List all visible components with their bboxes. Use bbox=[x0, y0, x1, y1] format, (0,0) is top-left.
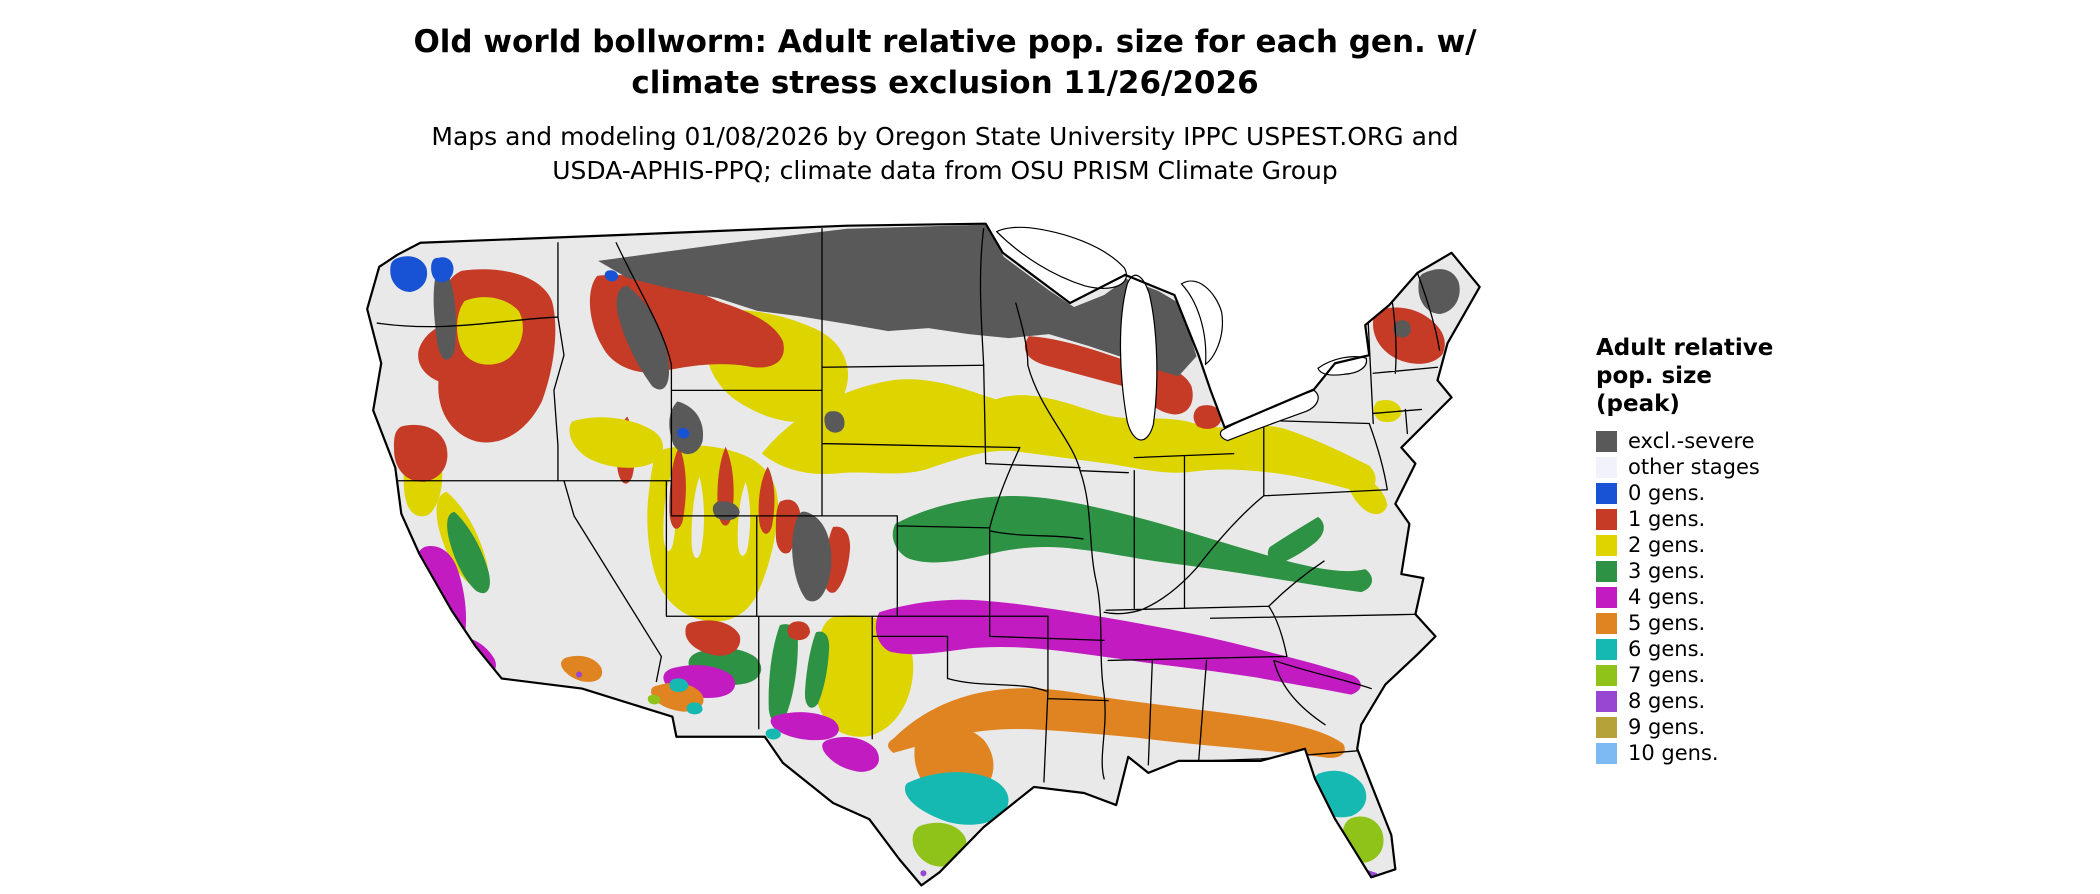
legend: Adult relative pop. size (peak) excl.-se… bbox=[1596, 334, 1896, 766]
legend-label: 10 gens. bbox=[1628, 741, 1719, 765]
page-title-line1: Old world bollworm: Adult relative pop. … bbox=[413, 24, 1477, 60]
legend-swatch bbox=[1596, 534, 1617, 556]
subtitle: Maps and modeling 01/08/2026 by Oregon S… bbox=[0, 120, 1890, 188]
legend-swatch bbox=[1596, 430, 1617, 452]
legend-label: excl.-severe bbox=[1628, 429, 1755, 453]
legend-row-5: 3 gens. bbox=[1596, 558, 1896, 584]
legend-label: other stages bbox=[1628, 455, 1760, 479]
legend-title-line3: (peak) bbox=[1596, 391, 1680, 417]
band-3-gens bbox=[447, 495, 1373, 724]
legend-row-4: 2 gens. bbox=[1596, 532, 1896, 558]
legend-swatch bbox=[1596, 586, 1617, 608]
legend-label: 4 gens. bbox=[1628, 585, 1706, 609]
legend-swatch bbox=[1596, 612, 1617, 634]
legend-label: 3 gens. bbox=[1628, 559, 1706, 583]
lake-michigan bbox=[1119, 274, 1158, 441]
legend-row-9: 7 gens. bbox=[1596, 662, 1896, 688]
band-6-gens bbox=[669, 678, 1367, 825]
us-map-svg bbox=[366, 222, 1481, 887]
legend-label: 5 gens. bbox=[1628, 611, 1706, 635]
lake-superior bbox=[995, 226, 1127, 289]
legend-swatch bbox=[1596, 482, 1617, 504]
page-title-line2: climate stress exclusion 11/26/2026 bbox=[631, 65, 1259, 101]
legend-row-8: 6 gens. bbox=[1596, 636, 1896, 662]
lake-huron bbox=[1180, 280, 1224, 366]
legend-label: 0 gens. bbox=[1628, 481, 1706, 505]
legend-row-2: 0 gens. bbox=[1596, 480, 1896, 506]
legend-row-6: 4 gens. bbox=[1596, 584, 1896, 610]
legend-swatch bbox=[1596, 560, 1617, 582]
legend-title-line1: Adult relative bbox=[1596, 335, 1774, 361]
legend-swatch bbox=[1596, 664, 1617, 686]
legend-swatch bbox=[1596, 690, 1617, 712]
us-outline bbox=[366, 222, 1481, 887]
legend-label: 6 gens. bbox=[1628, 637, 1706, 661]
legend-label: 9 gens. bbox=[1628, 715, 1706, 739]
subtitle-line1: Maps and modeling 01/08/2026 by Oregon S… bbox=[431, 122, 1459, 151]
legend-swatch bbox=[1596, 742, 1617, 764]
legend-label: 8 gens. bbox=[1628, 689, 1706, 713]
legend-row-7: 5 gens. bbox=[1596, 610, 1896, 636]
legend-swatch bbox=[1596, 456, 1617, 478]
legend-entries: excl.-severe other stages 0 gens. 1 gens. 2 … bbox=[1596, 428, 1896, 766]
state-borders-west bbox=[376, 228, 1109, 783]
state-borders-east bbox=[979, 228, 1441, 780]
great-lakes bbox=[995, 226, 1368, 442]
subtitle-line2: USDA-APHIS-PPQ; climate data from OSU PR… bbox=[552, 156, 1338, 185]
legend-row-1: other stages bbox=[1596, 454, 1896, 480]
legend-row-10: 8 gens. bbox=[1596, 688, 1896, 714]
legend-row-11: 9 gens. bbox=[1596, 714, 1896, 740]
legend-row-12: 10 gens. bbox=[1596, 740, 1896, 766]
legend-row-0: excl.-severe bbox=[1596, 428, 1896, 454]
yellow-pockets bbox=[457, 297, 664, 468]
legend-label: 7 gens. bbox=[1628, 663, 1706, 687]
legend-title-line2: pop. size bbox=[1596, 363, 1713, 389]
legend-row-3: 1 gens. bbox=[1596, 506, 1896, 532]
us-generations-map bbox=[325, 212, 1560, 890]
legend-swatch bbox=[1596, 716, 1617, 738]
legend-label: 2 gens. bbox=[1628, 533, 1706, 557]
header: Old world bollworm: Adult relative pop. … bbox=[0, 22, 1890, 188]
legend-swatch bbox=[1596, 508, 1617, 530]
legend-swatch bbox=[1596, 638, 1617, 660]
legend-label: 1 gens. bbox=[1628, 507, 1706, 531]
